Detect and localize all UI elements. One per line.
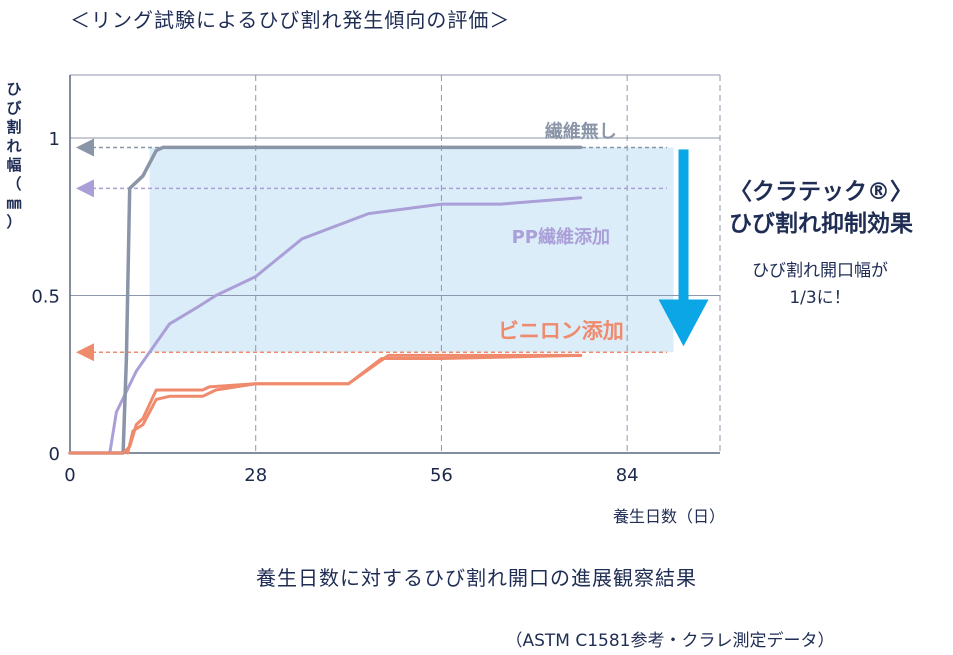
reduction-arrow-head <box>658 299 709 347</box>
source-note: （ASTM C1581参考・クラレ測定データ） <box>505 631 835 651</box>
series-line-vinylon <box>68 353 583 455</box>
effect-heading-line2: ひび割れ抑制効果 <box>729 211 913 237</box>
y-axis-label-char: （ <box>6 175 22 193</box>
reduction-arrow-shaft <box>678 149 689 310</box>
series-label-no-fiber: 繊維無し <box>545 120 617 142</box>
y-axis-label: ひ び 割 れ 幅 （ ㎜ ） <box>2 80 26 232</box>
x-axis-title: 養生日数（日） <box>612 507 725 526</box>
y-axis-label-char: ㎜ <box>6 194 22 212</box>
pp-fiber-level-arrow <box>76 179 94 198</box>
x-tick-label: 28 <box>244 465 267 486</box>
no-fiber-level-arrow <box>76 138 94 157</box>
effect-heading: 〈クラテック®〉 ひび割れ抑制効果 <box>690 176 952 240</box>
y-axis-label-char: 割 <box>6 118 22 136</box>
series-line-pp-fiber <box>68 196 583 455</box>
y-axis-label-char: び <box>6 99 22 117</box>
figure-caption: 養生日数に対するひび割れ開口の進展観察結果 <box>256 566 697 590</box>
y-axis-label-char: 幅 <box>6 156 22 174</box>
effect-note-line1: ひび割れ開口幅が <box>752 261 888 281</box>
y-tick-label: 1 <box>49 129 60 150</box>
series-line-vinylon-b <box>126 353 583 455</box>
y-axis-label-char: ひ <box>6 80 22 98</box>
x-tick-label: 84 <box>616 465 639 486</box>
x-tick-label: 56 <box>430 465 453 486</box>
effect-heading-line1: 〈クラテック®〉 <box>729 179 913 205</box>
series-label-pp-fiber: PP繊維添加 <box>512 226 610 248</box>
effect-note-line2: 1/3に！ <box>789 288 851 308</box>
x-tick-label: 0 <box>64 465 75 486</box>
y-axis-label-char: ） <box>6 213 22 231</box>
vinylon-level-arrow <box>76 343 94 362</box>
chart-title: ＜リング試験によるひび割れ発生傾向の評価＞ <box>70 8 511 32</box>
reduction-area <box>149 147 674 353</box>
y-tick-label: 0.5 <box>31 287 60 308</box>
y-axis-label-char: れ <box>6 137 22 155</box>
effect-note: ひび割れ開口幅が 1/3に！ <box>700 258 940 312</box>
series-line-no-fiber <box>68 145 583 455</box>
y-tick-label: 0 <box>49 444 60 465</box>
series-label-vinylon: ビニロン添加 <box>498 319 624 343</box>
